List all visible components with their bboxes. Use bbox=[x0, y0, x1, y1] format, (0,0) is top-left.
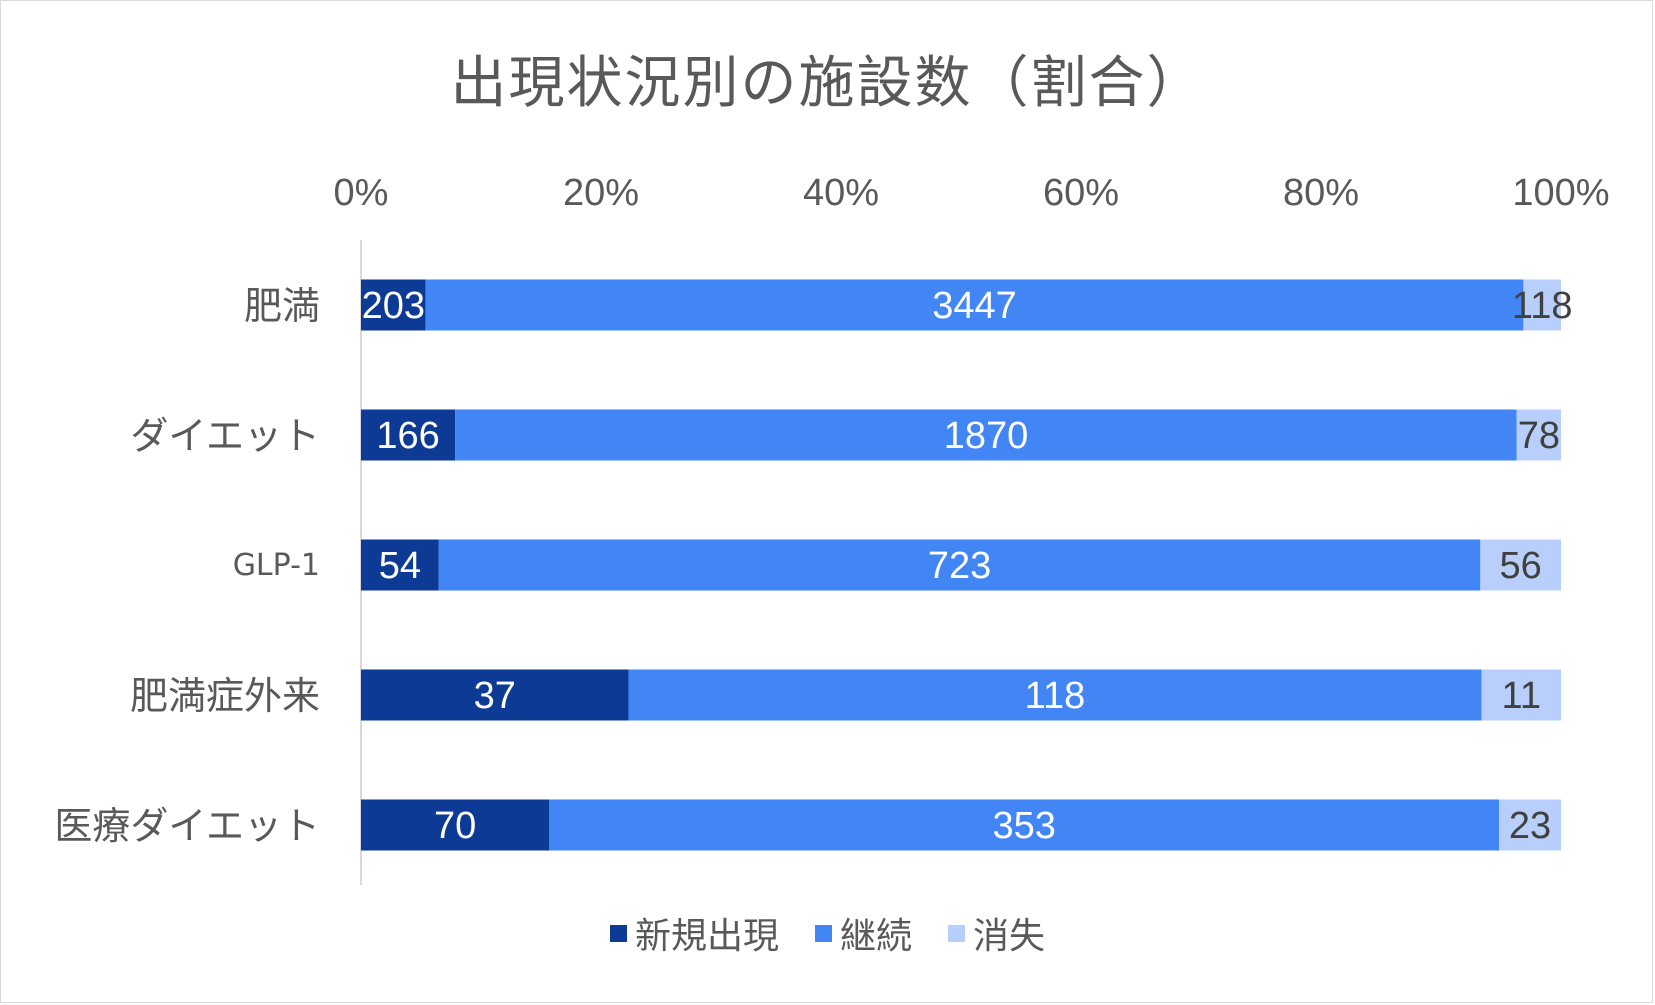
x-tick-label: 0% bbox=[334, 172, 389, 214]
bar-segment bbox=[438, 539, 1481, 591]
x-tick-label: 60% bbox=[1043, 172, 1119, 214]
legend-item: 消失 bbox=[948, 907, 1045, 959]
bar-segment bbox=[361, 279, 426, 331]
bars bbox=[361, 279, 1561, 851]
data-label: 11 bbox=[1502, 675, 1541, 717]
data-label: 37 bbox=[474, 675, 516, 717]
data-label: 78 bbox=[1518, 415, 1560, 457]
data-label: 3447 bbox=[932, 285, 1017, 327]
data-label: 54 bbox=[379, 545, 421, 587]
data-label: 1870 bbox=[944, 415, 1029, 457]
data-labels: 203 3447 118 166 1870 78 54 723 56 37 118 11 70 353 23 bbox=[362, 285, 1573, 847]
legend-item: 新規出現 bbox=[609, 907, 779, 959]
legend-label: 新規出現 bbox=[634, 916, 779, 957]
x-tick-label: 80% bbox=[1283, 172, 1359, 214]
bar-segment bbox=[1480, 539, 1561, 591]
x-tick-label: 40% bbox=[803, 172, 879, 214]
bar-segment bbox=[425, 279, 1524, 331]
legend-label: 消失 bbox=[973, 916, 1046, 957]
data-label: 56 bbox=[1500, 545, 1542, 587]
data-label: 723 bbox=[928, 545, 991, 587]
category-label: 肥満症外来 bbox=[130, 674, 320, 718]
bar-segment bbox=[455, 409, 1517, 461]
bar-segment bbox=[1481, 669, 1561, 721]
category-label: GLP-1 bbox=[233, 548, 320, 583]
bar-segment bbox=[361, 539, 439, 591]
bar-segment bbox=[1523, 279, 1561, 331]
category-label: ダイエット bbox=[130, 414, 320, 458]
data-label: 203 bbox=[362, 285, 425, 327]
bar-segment bbox=[1499, 799, 1561, 851]
data-label: 353 bbox=[993, 805, 1056, 847]
legend-swatch bbox=[609, 924, 627, 942]
bar-segment bbox=[628, 669, 1482, 721]
data-label: 23 bbox=[1509, 805, 1551, 847]
data-label: 166 bbox=[376, 415, 439, 457]
category-label: 医療ダイエット bbox=[54, 804, 320, 848]
bar-segment bbox=[549, 799, 1500, 851]
x-tick-label: 20% bbox=[563, 172, 639, 214]
legend-item: 継続 bbox=[814, 907, 912, 959]
legend-swatch bbox=[948, 924, 965, 942]
data-label: 70 bbox=[434, 805, 476, 847]
x-axis-ticks: 0% 20% 40% 60% 80% 100% bbox=[334, 172, 1610, 214]
data-label: 118 bbox=[1512, 285, 1573, 327]
bar-segment bbox=[361, 409, 456, 461]
data-label: 118 bbox=[1025, 675, 1086, 717]
legend-swatch bbox=[814, 924, 832, 942]
legend: 新規出現 継続 消失 bbox=[0, 908, 1655, 958]
bar-segment bbox=[1516, 409, 1561, 461]
category-label: 肥満 bbox=[244, 284, 320, 328]
bar-segment bbox=[361, 669, 629, 721]
bar-segment bbox=[361, 799, 550, 851]
legend-label: 継続 bbox=[839, 916, 912, 957]
x-tick-label: 100% bbox=[1512, 172, 1609, 214]
chart-title: 出現状況別の施設数（割合） bbox=[450, 51, 1205, 116]
